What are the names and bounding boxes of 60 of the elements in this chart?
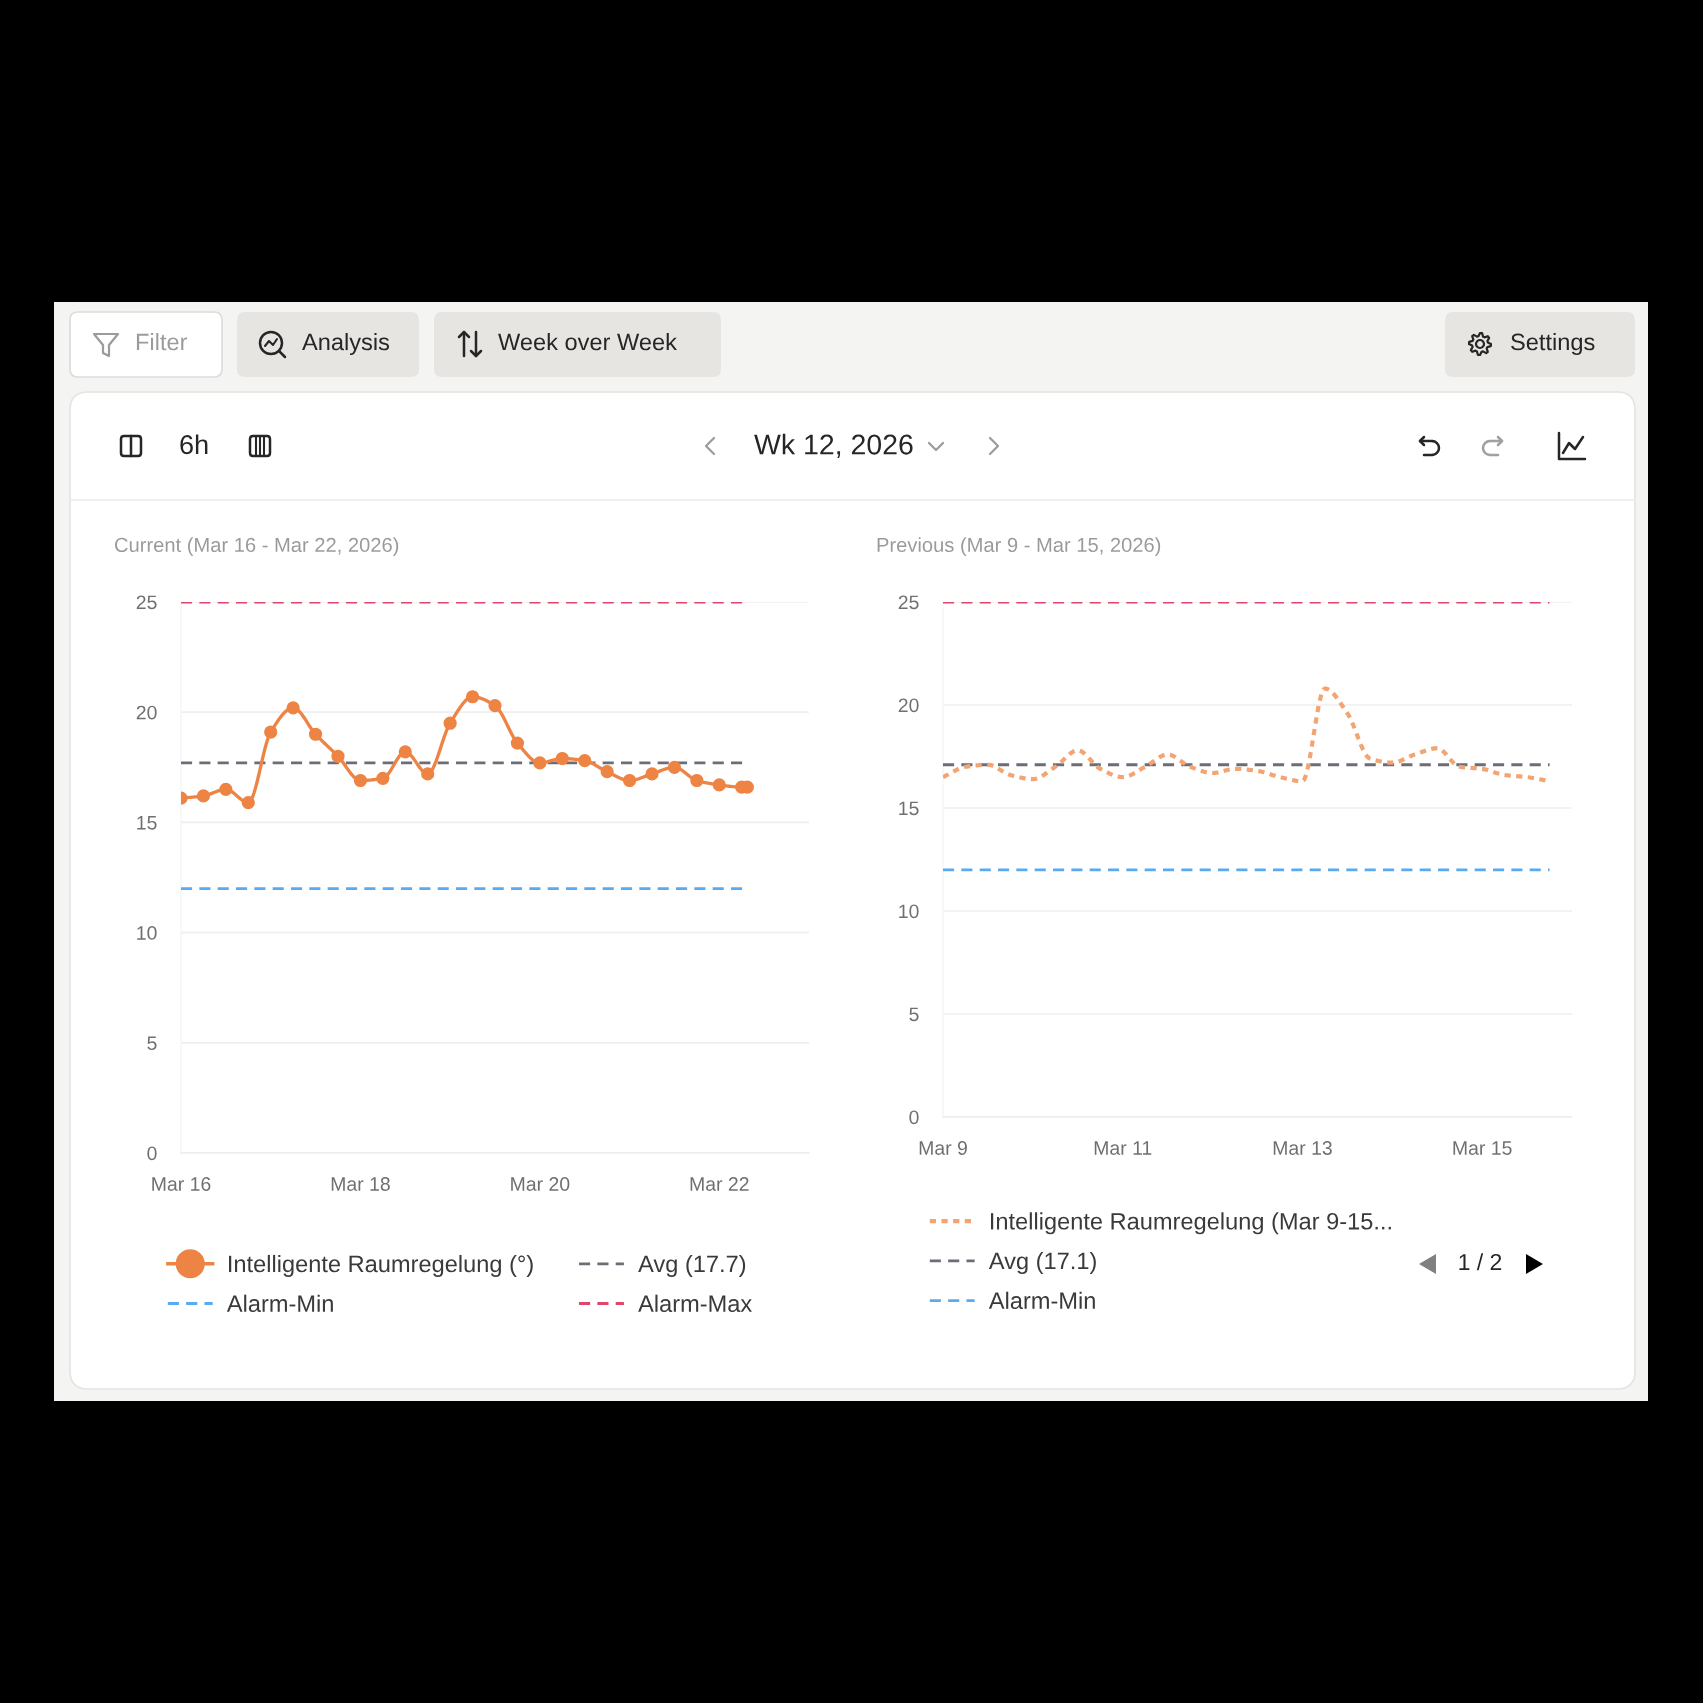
x-tick-label: Mar 15: [1453, 1141, 1512, 1155]
y-tick-label: 10: [137, 926, 157, 940]
y-tick-label: 0: [909, 1110, 919, 1125]
y-tick-label: 20: [898, 698, 919, 713]
legend-label: Intelligente Raumregelung (Mar 9-15...: [991, 1212, 1391, 1235]
point: [286, 701, 300, 715]
point: [510, 736, 525, 750]
point: [376, 771, 390, 785]
x-tick-label: Mar 22: [690, 1177, 749, 1191]
point: [533, 756, 547, 770]
point: [443, 716, 457, 730]
text: Week over Week: [498, 332, 677, 351]
legend-label: Alarm-Max: [638, 1294, 752, 1312]
y-tick-label: 25: [136, 595, 157, 610]
chart-title: Previous (Mar 9 - Mar 15, 2026): [877, 537, 1161, 557]
legend-label: Alarm-Min: [226, 1294, 333, 1312]
point: [667, 760, 682, 774]
point: [622, 773, 637, 788]
y-tick-label: 0: [147, 1146, 157, 1161]
text: Wk 12, 2026: [754, 433, 913, 459]
text: 1 / 2: [1459, 1253, 1502, 1271]
point: [331, 749, 345, 763]
legend-label: Avg (17.1): [988, 1251, 1096, 1274]
chart-title: Current (Mar 16 - Mar 22, 2026): [115, 537, 399, 557]
x-tick-label: Mar 18: [331, 1177, 390, 1191]
x-tick-label: Mar 9: [919, 1141, 967, 1155]
y-tick-label: 5: [147, 1036, 157, 1051]
point: [645, 767, 659, 781]
text: Analysis: [302, 332, 390, 355]
point: [600, 765, 614, 779]
point: [353, 773, 368, 788]
point: [241, 795, 255, 810]
y-tick-label: 25: [898, 595, 919, 610]
y-tick-label: 10: [899, 904, 919, 919]
legend-label: Alarm-Min: [988, 1291, 1095, 1310]
point: [196, 789, 211, 803]
y-tick-label: 20: [136, 705, 157, 720]
x-tick-label: Mar 16: [152, 1177, 211, 1191]
text: Settings: [1511, 332, 1595, 355]
point: [488, 698, 502, 713]
point: [421, 767, 435, 781]
point: [578, 754, 592, 768]
point: [690, 773, 704, 788]
point: [712, 778, 726, 792]
point: [219, 782, 233, 796]
text: 6h: [180, 434, 208, 455]
legend-label: Intelligente Raumregelung (°): [229, 1254, 533, 1277]
point: [308, 727, 323, 741]
point: [264, 725, 278, 739]
text: Filter: [136, 332, 188, 351]
point: [555, 751, 569, 766]
x-tick-label: Mar 13: [1273, 1141, 1332, 1155]
x-tick-label: Mar 20: [511, 1177, 570, 1191]
legend-label: Avg (17.7): [638, 1254, 746, 1277]
y-tick-label: 15: [137, 816, 157, 830]
point: [465, 690, 480, 704]
x-tick-label: Mar 11: [1094, 1141, 1152, 1155]
y-tick-label: 15: [899, 801, 919, 816]
point: [398, 745, 412, 759]
y-tick-label: 5: [909, 1007, 919, 1022]
